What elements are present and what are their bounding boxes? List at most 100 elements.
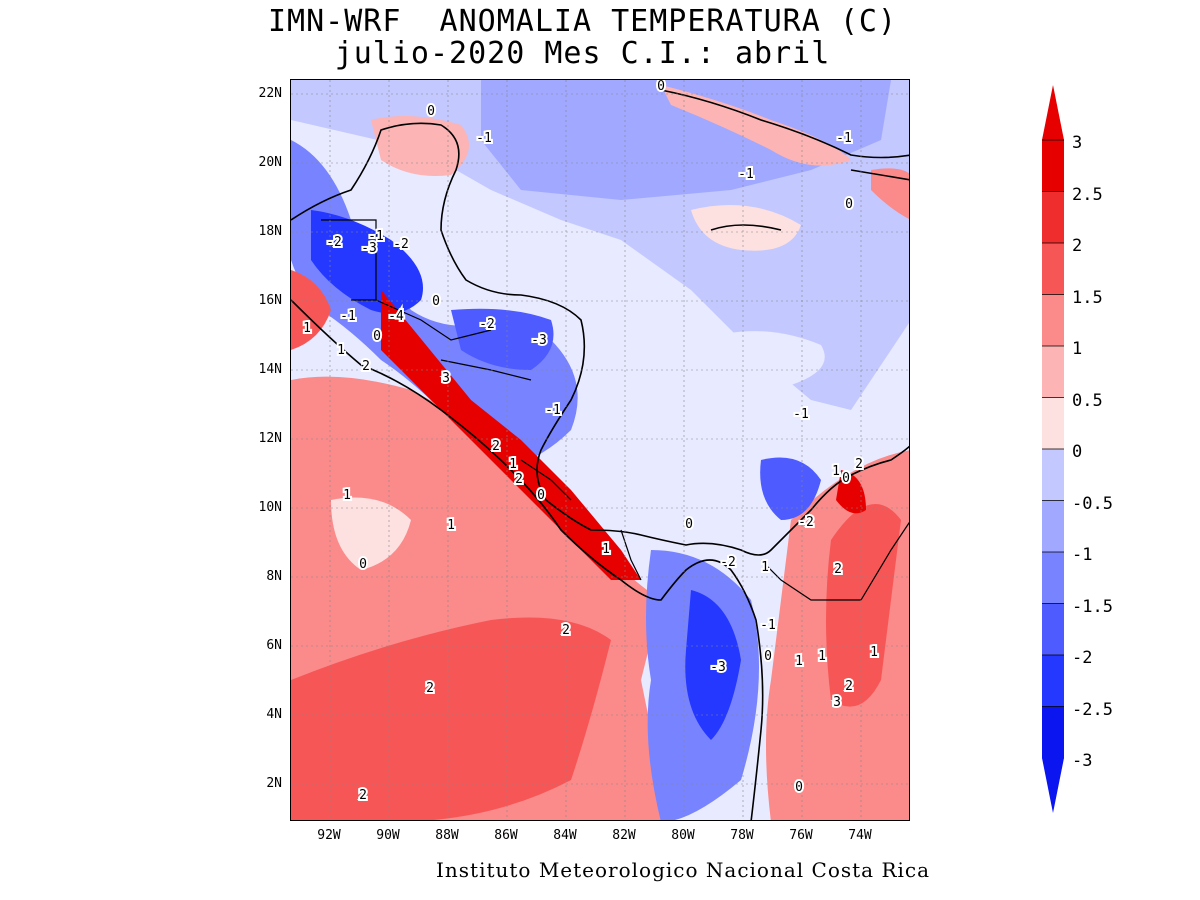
colorbar-arrow-bottom <box>1042 758 1064 813</box>
colorbar-block <box>1042 243 1064 295</box>
contour-label: 3 <box>833 695 841 710</box>
anomaly-field-pacific-zero-pocket <box>331 497 411 570</box>
anomaly-field-honduras-core <box>451 308 554 370</box>
lat-label-16n: 16N <box>258 293 282 308</box>
lon-label-88w: 88W <box>435 828 459 843</box>
contour-label: 2 <box>359 788 367 803</box>
country-borders <box>321 219 909 601</box>
colorbar-block <box>1042 500 1064 553</box>
lat-label-10n: 10N <box>258 500 282 515</box>
colorbar-label-0.5: 0.5 <box>1072 391 1103 411</box>
colorbar-block <box>1042 655 1064 707</box>
lat-label-12n: 12N <box>258 431 282 446</box>
coastlines <box>291 89 909 820</box>
anomaly-field-guatemala-core <box>311 210 423 314</box>
colorbar <box>1042 85 1064 813</box>
anomaly-field-central-america-cold <box>291 140 578 470</box>
contour-label: 0 <box>657 80 665 94</box>
colorbar-label-1.5: 1.5 <box>1072 288 1103 308</box>
anomaly-field-cuba-warm <box>661 85 851 166</box>
contour-label: -1 <box>340 309 356 324</box>
contour-label: -1 <box>545 403 561 418</box>
lat-label-8n: 8N <box>266 569 282 584</box>
contour-label: -3 <box>361 241 377 256</box>
contour-label: 0 <box>359 557 367 572</box>
contour-label: 1 <box>761 560 769 575</box>
contour-label: -1 <box>476 131 492 146</box>
contour-label: 0 <box>764 649 772 664</box>
contour-label: 3 <box>442 371 450 386</box>
colorbar-label-neg-0.5: -0.5 <box>1072 494 1113 514</box>
map-title: IMN-WRF ANOMALIA TEMPERATURA (C) <box>267 4 898 39</box>
colorbar-blocks <box>1042 85 1064 813</box>
contour-label: 0 <box>432 294 440 309</box>
colorbar-label-2.5: 2.5 <box>1072 185 1103 205</box>
anomaly-field-colombia-hot <box>836 470 866 514</box>
lon-label-76w: 76W <box>789 828 813 843</box>
contour-label: 1 <box>832 464 840 479</box>
colorbar-label-3: 3 <box>1072 133 1083 153</box>
contour-label: 1 <box>795 654 803 669</box>
contour-label: 0 <box>795 780 803 795</box>
anomaly-field-zero-pocket <box>701 331 825 386</box>
contour-label: 0 <box>842 471 850 486</box>
contour-label: 2 <box>855 457 863 472</box>
lat-label-6n: 6N <box>266 638 282 653</box>
anomaly-map: 0 -1 -1 -1 0 0 -2 -3 -1 -2 1 -1 -4 0 1 -2 -3 0 2 3 -1 -1 2 1 2 0 1… <box>290 79 910 821</box>
colorbar-block <box>1042 140 1064 192</box>
colorbar-label-neg-3: -3 <box>1072 751 1093 771</box>
credit-text: Instituto Meteorologico Nacional Costa R… <box>436 858 931 882</box>
colorbar-block <box>1042 397 1064 450</box>
contour-label: 1 <box>303 321 311 336</box>
colorbar-label-0: 0 <box>1072 442 1083 462</box>
contour-label: 2 <box>426 681 434 696</box>
colorbar-block <box>1042 346 1064 398</box>
colorbar-label-neg-1: -1 <box>1072 545 1093 565</box>
contour-label: -2 <box>326 235 342 250</box>
lat-label-4n: 4N <box>266 707 282 722</box>
lon-label-82w: 82W <box>612 828 636 843</box>
lon-label-74w: 74W <box>848 828 872 843</box>
lon-label-78w: 78W <box>730 828 754 843</box>
anomaly-field-mexico-warm <box>291 270 331 350</box>
colorbar-label-neg-2.5: -2.5 <box>1072 700 1113 720</box>
colorbar-label-1: 1 <box>1072 339 1083 359</box>
contour-label: 1 <box>602 542 610 557</box>
anomaly-field-panama-bight-core <box>685 590 741 740</box>
contour-label: 2 <box>492 439 500 454</box>
contour-label: 1 <box>818 649 826 664</box>
contour-label: -2 <box>720 555 736 570</box>
anomaly-field-yucatan-warm <box>371 116 469 176</box>
contour-label: 2 <box>515 472 523 487</box>
contour-label: -1 <box>738 167 754 182</box>
lat-label-22n: 22N <box>258 86 282 101</box>
lon-label-92w: 92W <box>317 828 341 843</box>
contour-label: 2 <box>562 623 570 638</box>
colorbar-block <box>1042 552 1064 604</box>
colorbar-block <box>1042 603 1064 656</box>
contour-label: 0 <box>845 197 853 212</box>
contour-label: -2 <box>798 515 814 530</box>
lat-label-20n: 20N <box>258 155 282 170</box>
lat-label-18n: 18N <box>258 224 282 239</box>
contour-label: -1 <box>368 229 384 244</box>
map-grid <box>291 80 909 820</box>
contour-label: -4 <box>388 309 404 324</box>
contour-label: 2 <box>362 359 370 374</box>
lat-label-14n: 14N <box>258 362 282 377</box>
contour-label: 0 <box>537 488 545 503</box>
lon-label-84w: 84W <box>553 828 577 843</box>
contour-label: 1 <box>337 343 345 358</box>
lon-label-90w: 90W <box>376 828 400 843</box>
contour-label: -2 <box>479 317 495 332</box>
lon-label-86w: 86W <box>494 828 518 843</box>
contour-label: -3 <box>531 333 547 348</box>
contour-label: 1 <box>870 645 878 660</box>
colorbar-label-neg-1.5: -1.5 <box>1072 597 1113 617</box>
contour-label: -1 <box>760 618 776 633</box>
colorbar-block <box>1042 706 1064 759</box>
anomaly-field-pacific-coast-hot <box>381 290 641 580</box>
colorbar-block <box>1042 191 1064 244</box>
